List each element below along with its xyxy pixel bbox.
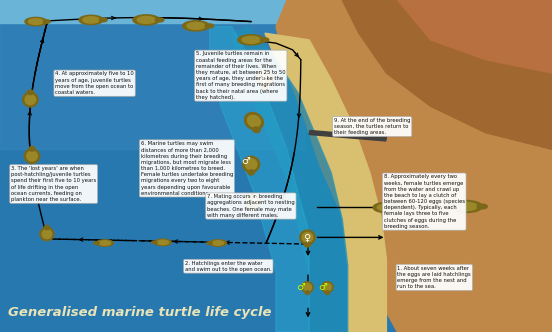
Ellipse shape xyxy=(27,90,34,95)
Ellipse shape xyxy=(152,241,157,244)
Ellipse shape xyxy=(321,282,333,293)
Ellipse shape xyxy=(245,113,263,130)
Ellipse shape xyxy=(243,156,259,172)
Ellipse shape xyxy=(43,20,50,23)
Ellipse shape xyxy=(250,206,256,210)
Ellipse shape xyxy=(26,151,37,161)
Text: Generalised marine turtle life cycle: Generalised marine turtle life cycle xyxy=(8,306,272,319)
Polygon shape xyxy=(210,27,309,332)
Ellipse shape xyxy=(97,240,113,246)
Ellipse shape xyxy=(157,240,169,245)
Ellipse shape xyxy=(395,206,404,209)
Ellipse shape xyxy=(25,17,47,26)
Ellipse shape xyxy=(245,194,261,208)
Ellipse shape xyxy=(155,239,171,246)
Text: 8. Approximately every two
weeks, female turtles emerge
from the water and crawl: 8. Approximately every two weeks, female… xyxy=(384,174,465,229)
Ellipse shape xyxy=(99,18,107,22)
Ellipse shape xyxy=(456,203,477,210)
Ellipse shape xyxy=(23,92,38,107)
Ellipse shape xyxy=(247,196,258,206)
Ellipse shape xyxy=(450,201,482,212)
Ellipse shape xyxy=(302,232,313,242)
Ellipse shape xyxy=(378,204,395,211)
Text: 7. Mating occurs in breeding
aggregations adjacent to nesting
beaches. One femal: 7. Mating occurs in breeding aggregation… xyxy=(207,194,295,218)
Ellipse shape xyxy=(261,84,269,90)
Text: ♀: ♀ xyxy=(251,193,257,203)
Ellipse shape xyxy=(210,240,226,246)
Text: 6. Marine turtles may swim
distances of more than 2,000
kilometres during their : 6. Marine turtles may swim distances of … xyxy=(141,141,233,196)
Polygon shape xyxy=(265,33,386,332)
Ellipse shape xyxy=(256,69,274,87)
Ellipse shape xyxy=(246,159,257,170)
Ellipse shape xyxy=(323,284,331,291)
Ellipse shape xyxy=(305,242,311,247)
Ellipse shape xyxy=(99,241,110,245)
Ellipse shape xyxy=(248,170,254,175)
Ellipse shape xyxy=(183,21,209,31)
Ellipse shape xyxy=(29,19,43,25)
Polygon shape xyxy=(232,27,348,332)
Ellipse shape xyxy=(29,146,35,151)
Ellipse shape xyxy=(247,115,261,127)
Ellipse shape xyxy=(259,72,271,84)
Ellipse shape xyxy=(133,15,160,25)
Ellipse shape xyxy=(40,227,54,241)
Polygon shape xyxy=(276,0,552,332)
Ellipse shape xyxy=(242,37,261,43)
Ellipse shape xyxy=(205,24,214,28)
Ellipse shape xyxy=(213,241,224,245)
Ellipse shape xyxy=(137,17,156,23)
Polygon shape xyxy=(342,0,552,149)
Text: 2. Hatchlings enter the water
and swim out to the open ocean.: 2. Hatchlings enter the water and swim o… xyxy=(185,261,272,272)
Ellipse shape xyxy=(42,230,52,238)
Text: ♂: ♂ xyxy=(319,282,327,292)
Ellipse shape xyxy=(302,282,314,293)
Ellipse shape xyxy=(187,23,205,29)
Ellipse shape xyxy=(238,35,264,45)
Ellipse shape xyxy=(94,242,99,244)
Text: ♂: ♂ xyxy=(241,156,250,166)
Text: ♂: ♂ xyxy=(296,282,305,292)
Text: 1. About seven weeks after
the eggs are laid hatchlings
emerge from the nest and: 1. About seven weeks after the eggs are … xyxy=(397,266,471,289)
Bar xyxy=(309,130,386,141)
Ellipse shape xyxy=(253,127,260,132)
Ellipse shape xyxy=(300,230,315,245)
Text: 9. At the end of the breeding
season, the turtles return to
their feeding areas.: 9. At the end of the breeding season, th… xyxy=(334,118,411,135)
Ellipse shape xyxy=(373,203,400,212)
Ellipse shape xyxy=(24,149,40,163)
Polygon shape xyxy=(397,0,552,73)
Ellipse shape xyxy=(304,284,311,291)
Bar xyxy=(0,0,552,23)
Bar xyxy=(0,0,304,149)
Ellipse shape xyxy=(156,18,164,22)
Text: 4. At approximately five to 10
years of age, juvenile turtles
move from the open: 4. At approximately five to 10 years of … xyxy=(55,71,134,95)
Ellipse shape xyxy=(477,204,487,209)
Ellipse shape xyxy=(261,38,269,42)
Ellipse shape xyxy=(207,242,212,244)
Text: 5. Juvenile turtles remain in
coastal feeding areas for the
remainder of their l: 5. Juvenile turtles remain in coastal fe… xyxy=(196,51,285,100)
Ellipse shape xyxy=(325,291,330,294)
Text: ♀: ♀ xyxy=(259,75,266,85)
Ellipse shape xyxy=(305,291,310,294)
Ellipse shape xyxy=(25,95,35,105)
Ellipse shape xyxy=(83,17,99,23)
Text: ♀: ♀ xyxy=(303,232,310,242)
Text: 3. The 'lost years' are when
post-hatchling/juvenile turtles
spend their first f: 3. The 'lost years' are when post-hatchl… xyxy=(11,166,96,202)
Ellipse shape xyxy=(79,15,103,25)
Ellipse shape xyxy=(44,225,50,230)
